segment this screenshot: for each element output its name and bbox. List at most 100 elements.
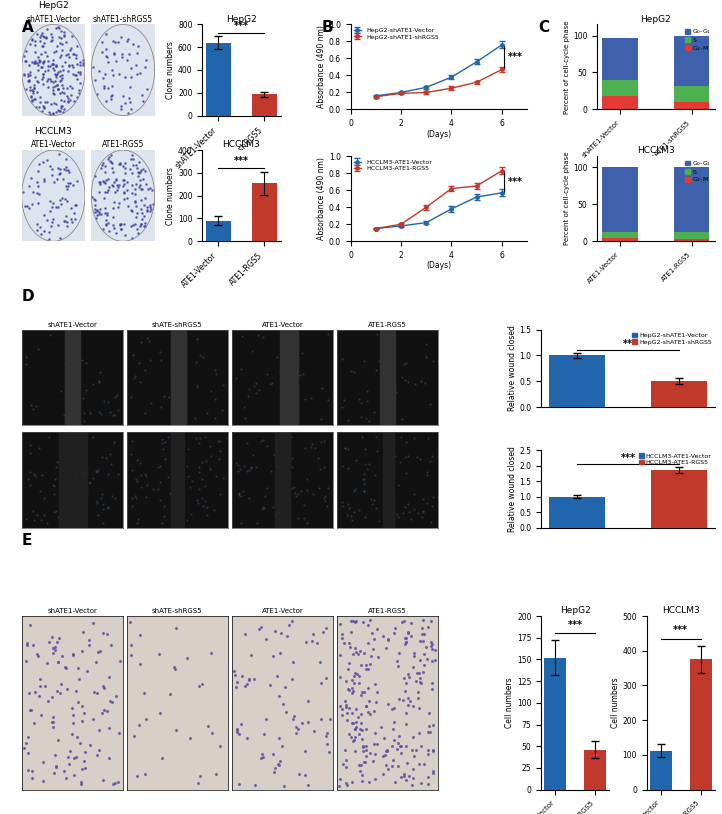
Point <box>376 387 388 400</box>
Point <box>100 68 111 81</box>
Point <box>417 505 429 519</box>
Y-axis label: Absorbance (490 nm): Absorbance (490 nm) <box>317 25 326 108</box>
Point <box>109 409 121 422</box>
Point <box>323 482 334 495</box>
Point <box>93 374 105 387</box>
Point <box>59 479 71 492</box>
Point <box>70 468 82 481</box>
Point <box>66 82 78 95</box>
Point <box>287 482 298 495</box>
Point <box>35 30 46 43</box>
Point <box>107 180 118 193</box>
Point <box>108 211 119 224</box>
Point <box>416 224 427 237</box>
Point <box>37 68 48 81</box>
Point <box>349 505 360 518</box>
Point <box>28 56 40 69</box>
Point <box>638 444 649 457</box>
Point <box>142 479 153 492</box>
Point <box>100 202 111 215</box>
Point <box>358 484 370 497</box>
Point <box>362 548 374 561</box>
Point <box>350 83 362 96</box>
Point <box>52 83 64 96</box>
Point <box>58 28 70 42</box>
Point <box>568 35 580 48</box>
Point <box>106 490 118 503</box>
Point <box>349 365 360 379</box>
Point <box>50 200 61 213</box>
Point <box>359 484 370 497</box>
Point <box>268 501 279 514</box>
Point <box>414 453 426 466</box>
Point <box>98 176 110 189</box>
Point <box>56 191 67 204</box>
Point <box>165 365 177 378</box>
Point <box>191 333 202 346</box>
Point <box>60 49 71 62</box>
Point <box>251 517 263 530</box>
Point <box>277 474 289 487</box>
Point <box>618 311 630 324</box>
Point <box>111 389 123 402</box>
Point <box>257 500 269 513</box>
Point <box>68 431 79 444</box>
Point <box>57 63 69 77</box>
Point <box>394 250 406 263</box>
Point <box>33 441 45 454</box>
Point <box>210 470 222 483</box>
Point <box>55 99 66 112</box>
Point <box>69 212 80 225</box>
Point <box>61 161 72 174</box>
Text: E: E <box>22 533 32 548</box>
Point <box>250 461 261 474</box>
Point <box>57 496 69 509</box>
Point <box>69 472 80 485</box>
Point <box>152 482 164 495</box>
Point <box>126 166 138 179</box>
Point <box>64 43 76 56</box>
Point <box>54 65 66 78</box>
Point <box>32 50 44 63</box>
Point <box>55 73 66 86</box>
Title: HCCLM3: HCCLM3 <box>662 606 700 615</box>
Point <box>30 35 41 48</box>
Point <box>388 512 399 525</box>
Point <box>84 407 95 420</box>
Point <box>23 59 35 72</box>
Point <box>181 514 193 527</box>
Point <box>402 497 414 510</box>
Point <box>100 174 112 187</box>
Point <box>62 328 74 341</box>
Point <box>279 465 290 478</box>
Point <box>105 457 116 470</box>
Point <box>452 337 464 350</box>
Point <box>32 197 44 210</box>
Point <box>126 153 137 166</box>
Title: HepG2: HepG2 <box>640 15 671 24</box>
Point <box>32 63 44 77</box>
Point <box>578 470 590 483</box>
Point <box>65 177 77 190</box>
Point <box>118 217 130 230</box>
Point <box>53 21 64 34</box>
Point <box>113 200 124 213</box>
Point <box>139 164 151 177</box>
Point <box>402 449 414 462</box>
Point <box>378 502 390 515</box>
Point <box>29 470 40 483</box>
Point <box>103 181 115 194</box>
Point <box>38 173 49 186</box>
Point <box>354 393 365 406</box>
Point <box>61 219 73 232</box>
Title: shATE1-Vector: shATE1-Vector <box>47 322 97 328</box>
Point <box>100 94 112 107</box>
Point <box>45 98 56 111</box>
Point <box>48 97 60 110</box>
Point <box>140 490 152 503</box>
Point <box>73 362 84 375</box>
Point <box>108 175 119 188</box>
Point <box>88 192 100 205</box>
Point <box>126 149 137 162</box>
Point <box>425 515 437 528</box>
